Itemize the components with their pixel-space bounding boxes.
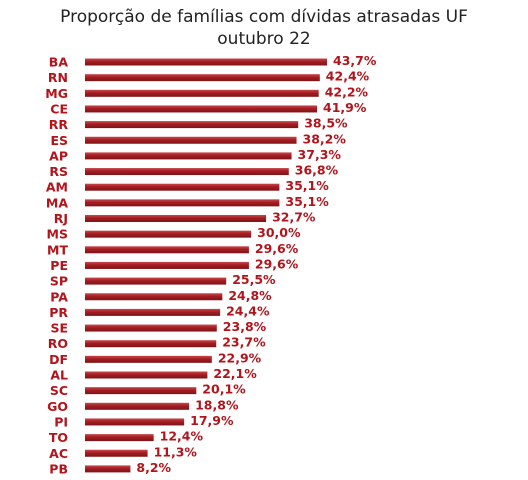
value-label-sp: 25,5%: [232, 272, 276, 287]
value-label-sc: 20,1%: [202, 382, 246, 397]
category-label-rs: RS: [49, 164, 68, 179]
value-label-pi: 17,9%: [190, 413, 234, 428]
bar-ce: [85, 105, 318, 113]
category-label-ma: MA: [46, 195, 68, 210]
value-label-ac: 11,3%: [154, 444, 198, 459]
category-label-go: GO: [47, 399, 68, 414]
value-label-go: 18,8%: [195, 397, 239, 412]
category-label-pe: PE: [50, 258, 68, 273]
category-label-ac: AC: [49, 446, 68, 461]
value-label-ap: 37,3%: [298, 147, 342, 162]
bar-sp: [85, 277, 227, 285]
category-label-pa: PA: [50, 289, 68, 304]
value-label-ma: 35,1%: [285, 194, 329, 209]
bar-pi: [85, 418, 185, 426]
category-label-am: AM: [46, 180, 68, 195]
bar-pe: [85, 261, 249, 269]
value-label-pr: 24,4%: [226, 303, 270, 318]
bar-sc: [85, 387, 197, 395]
category-label-ms: MS: [47, 227, 68, 242]
value-label-rs: 36,8%: [295, 163, 339, 178]
bar-am: [85, 183, 280, 191]
category-label-sc: SC: [50, 383, 68, 398]
value-label-es: 38,2%: [303, 131, 347, 146]
bar-df: [85, 355, 212, 363]
value-label-rj: 32,7%: [272, 210, 316, 225]
bar-ap: [85, 152, 292, 160]
category-label-mt: MT: [47, 242, 68, 257]
bar-ro: [85, 340, 217, 348]
bar-mg: [85, 89, 319, 97]
category-label-ba: BA: [49, 55, 69, 70]
bar-es: [85, 136, 297, 144]
chart-title-main: Proporção de famílias com dívidas atrasa…: [60, 7, 468, 27]
value-label-df: 22,9%: [218, 350, 262, 365]
category-label-to: TO: [49, 430, 68, 445]
value-label-ro: 23,7%: [222, 335, 266, 350]
category-label-sp: SP: [50, 274, 68, 289]
value-label-pb: 8,2%: [136, 460, 171, 475]
value-label-ms: 30,0%: [257, 225, 301, 240]
category-label-ce: CE: [50, 101, 68, 116]
bar-se: [85, 324, 217, 332]
value-label-rr: 38,5%: [304, 116, 348, 131]
category-label-se: SE: [50, 321, 68, 336]
value-label-ba: 43,7%: [333, 53, 377, 68]
value-label-mg: 42,2%: [325, 84, 369, 99]
value-label-pa: 24,8%: [228, 288, 272, 303]
bar-pa: [85, 293, 223, 301]
bar-ac: [85, 449, 148, 457]
category-label-rr: RR: [49, 117, 69, 132]
category-label-pb: PB: [49, 461, 68, 476]
value-label-mt: 29,6%: [255, 241, 299, 256]
category-label-mg: MG: [45, 86, 68, 101]
value-label-ce: 41,9%: [323, 100, 367, 115]
chart-title: Proporção de famílias com dívidas atrasa…: [0, 6, 528, 50]
value-label-al: 22,1%: [213, 366, 257, 381]
bar-go: [85, 402, 190, 410]
bar-pr: [85, 308, 221, 316]
category-label-pi: PI: [54, 414, 68, 429]
bar-al: [85, 371, 208, 379]
value-label-am: 35,1%: [285, 178, 329, 193]
category-label-es: ES: [50, 133, 68, 148]
category-label-rj: RJ: [54, 211, 68, 226]
bar-ba: [85, 58, 327, 66]
category-label-al: AL: [50, 368, 68, 383]
bar-rn: [85, 74, 320, 82]
bar-to: [85, 434, 154, 442]
bar-rs: [85, 168, 289, 176]
bar-ms: [85, 230, 252, 238]
category-label-ap: AP: [49, 148, 68, 163]
category-label-df: DF: [49, 352, 68, 367]
bar-mt: [85, 246, 249, 254]
category-label-pr: PR: [49, 305, 68, 320]
value-label-to: 12,4%: [160, 429, 204, 444]
bar-ma: [85, 199, 280, 207]
category-label-rn: RN: [48, 70, 68, 85]
bar-pb: [85, 465, 131, 473]
category-label-ro: RO: [48, 336, 68, 351]
value-label-rn: 42,4%: [326, 69, 370, 84]
bar-rr: [85, 121, 299, 129]
bar-rj: [85, 215, 267, 222]
value-label-pe: 29,6%: [255, 256, 299, 271]
chart-subtitle: outubro 22: [217, 29, 311, 49]
value-label-se: 23,8%: [223, 319, 267, 334]
